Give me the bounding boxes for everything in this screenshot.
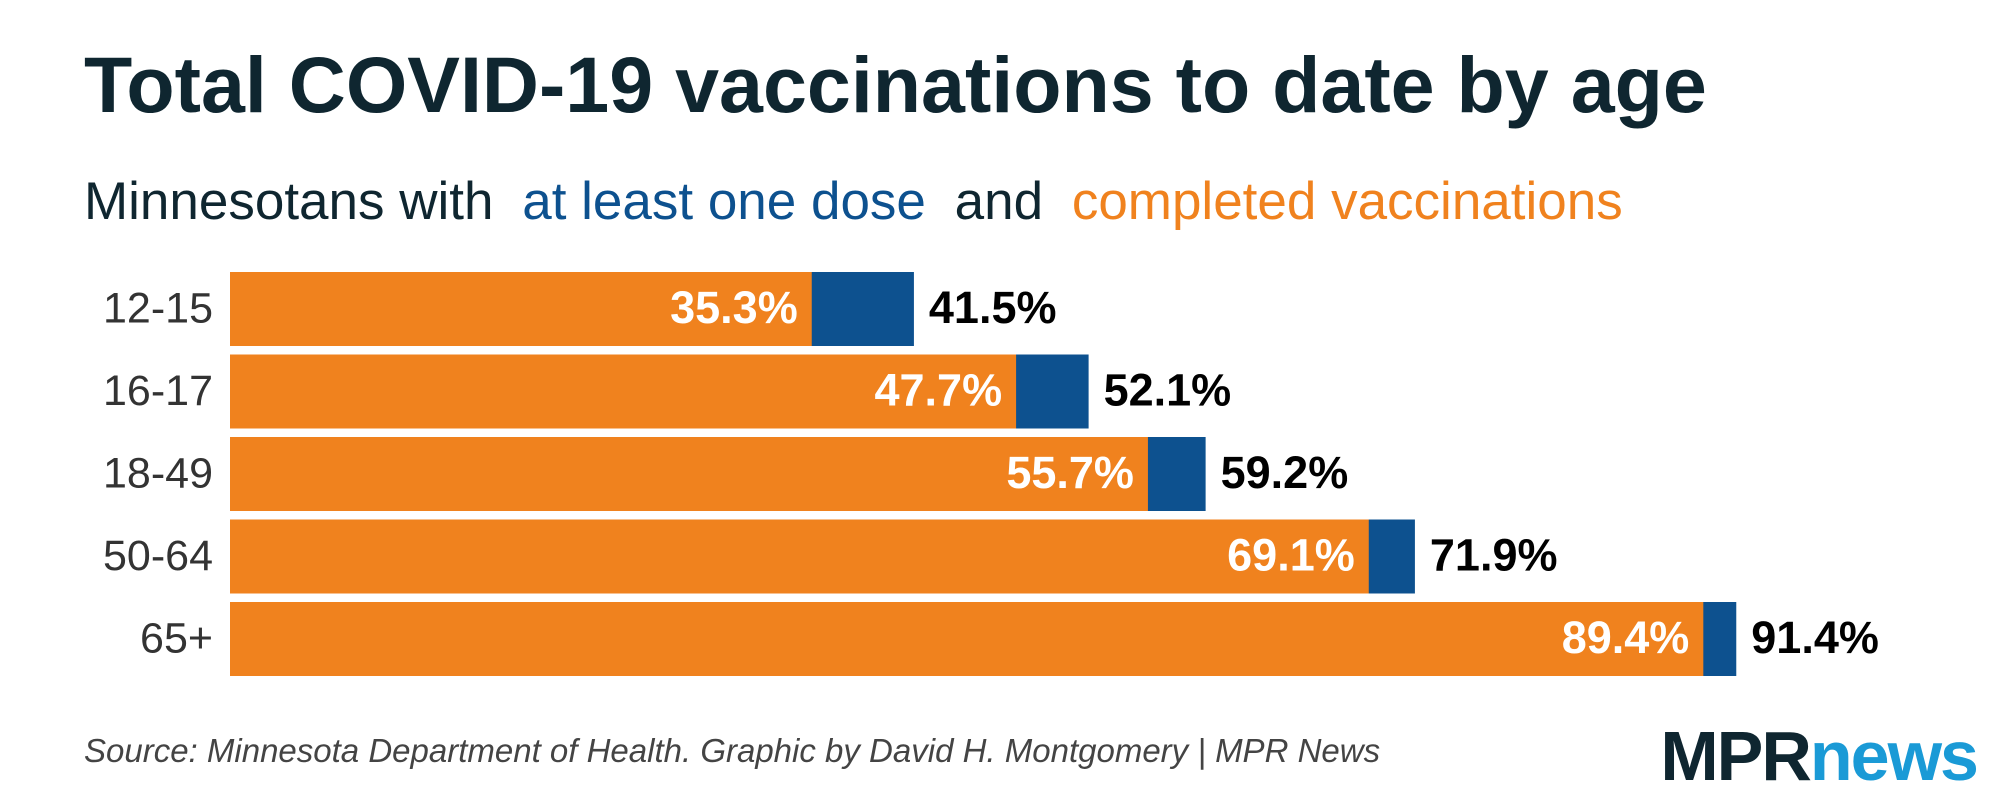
value-label: 52.1%	[1104, 364, 1232, 415]
logo-left: MPR	[1660, 717, 1811, 795]
y-tick-label: 65+	[140, 614, 213, 662]
y-tick-label: 50-64	[103, 532, 213, 580]
subtitle-series: at least one dose	[522, 172, 926, 231]
bar	[230, 519, 1369, 594]
value-label: 55.7%	[1006, 447, 1134, 498]
value-label: 91.4%	[1751, 612, 1879, 663]
value-label: 35.3%	[670, 282, 798, 333]
subtitle-lead: Minnesotans with	[84, 172, 493, 231]
subtitle-joiner: and	[955, 172, 1043, 231]
bar	[230, 272, 812, 346]
logo-right: news	[1810, 717, 1977, 795]
value-label: 47.7%	[874, 364, 1002, 415]
chart-title: Total COVID-19 vaccinations to date by a…	[84, 40, 1707, 129]
y-tick-label: 18-49	[103, 449, 213, 497]
bar	[230, 602, 1704, 676]
y-tick-label: 16-17	[103, 367, 213, 415]
chart-subtitle: Minnesotans with at least one dose and c…	[84, 172, 1623, 231]
y-tick-label: 12-15	[103, 284, 213, 332]
value-label: 59.2%	[1221, 447, 1349, 498]
value-label: 69.1%	[1227, 529, 1355, 580]
value-label: 41.5%	[929, 282, 1057, 333]
subtitle-series: completed vaccinations	[1072, 172, 1623, 231]
logo: MPRnews	[1660, 717, 1977, 795]
bar	[230, 437, 1148, 511]
value-label: 89.4%	[1562, 612, 1690, 663]
source: Source: Minnesota Department of Health. …	[84, 732, 1380, 769]
value-label: 71.9%	[1430, 529, 1558, 580]
bar	[230, 354, 1017, 429]
